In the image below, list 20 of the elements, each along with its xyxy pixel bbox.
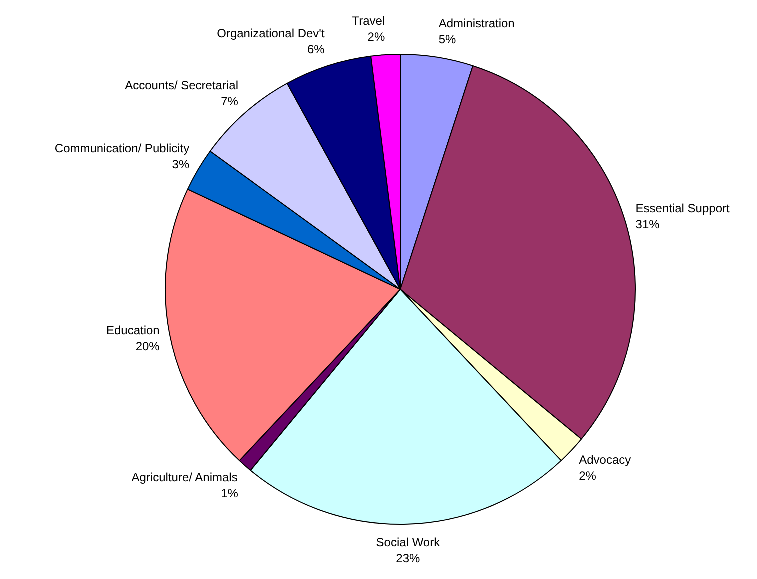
slice-label: Education bbox=[106, 323, 160, 338]
slice-label: Accounts/ Secretarial bbox=[125, 78, 238, 93]
slice-label: Travel bbox=[352, 14, 386, 28]
data-label: 3% bbox=[172, 158, 190, 172]
slice-label: Communication/ Publicity bbox=[54, 142, 190, 156]
data-label: 6% bbox=[307, 42, 326, 56]
data-label: 5% bbox=[438, 32, 456, 47]
slice-label: Advocacy bbox=[579, 453, 632, 468]
slice-label: Organizational Dev't bbox=[217, 26, 326, 40]
slice-label: Administration bbox=[438, 16, 515, 31]
slice-label: Agriculture/ Animals bbox=[132, 470, 238, 484]
data-label: 20% bbox=[136, 339, 160, 354]
data-label: 1% bbox=[221, 486, 239, 500]
data-label: 7% bbox=[221, 94, 239, 109]
data-label: 2% bbox=[579, 469, 597, 484]
data-label: 2% bbox=[368, 30, 386, 44]
data-label: 31% bbox=[636, 218, 660, 232]
data-label: 23% bbox=[396, 551, 421, 566]
slice-label: Essential Support bbox=[636, 202, 730, 216]
slice-label: Social Work bbox=[376, 535, 442, 550]
